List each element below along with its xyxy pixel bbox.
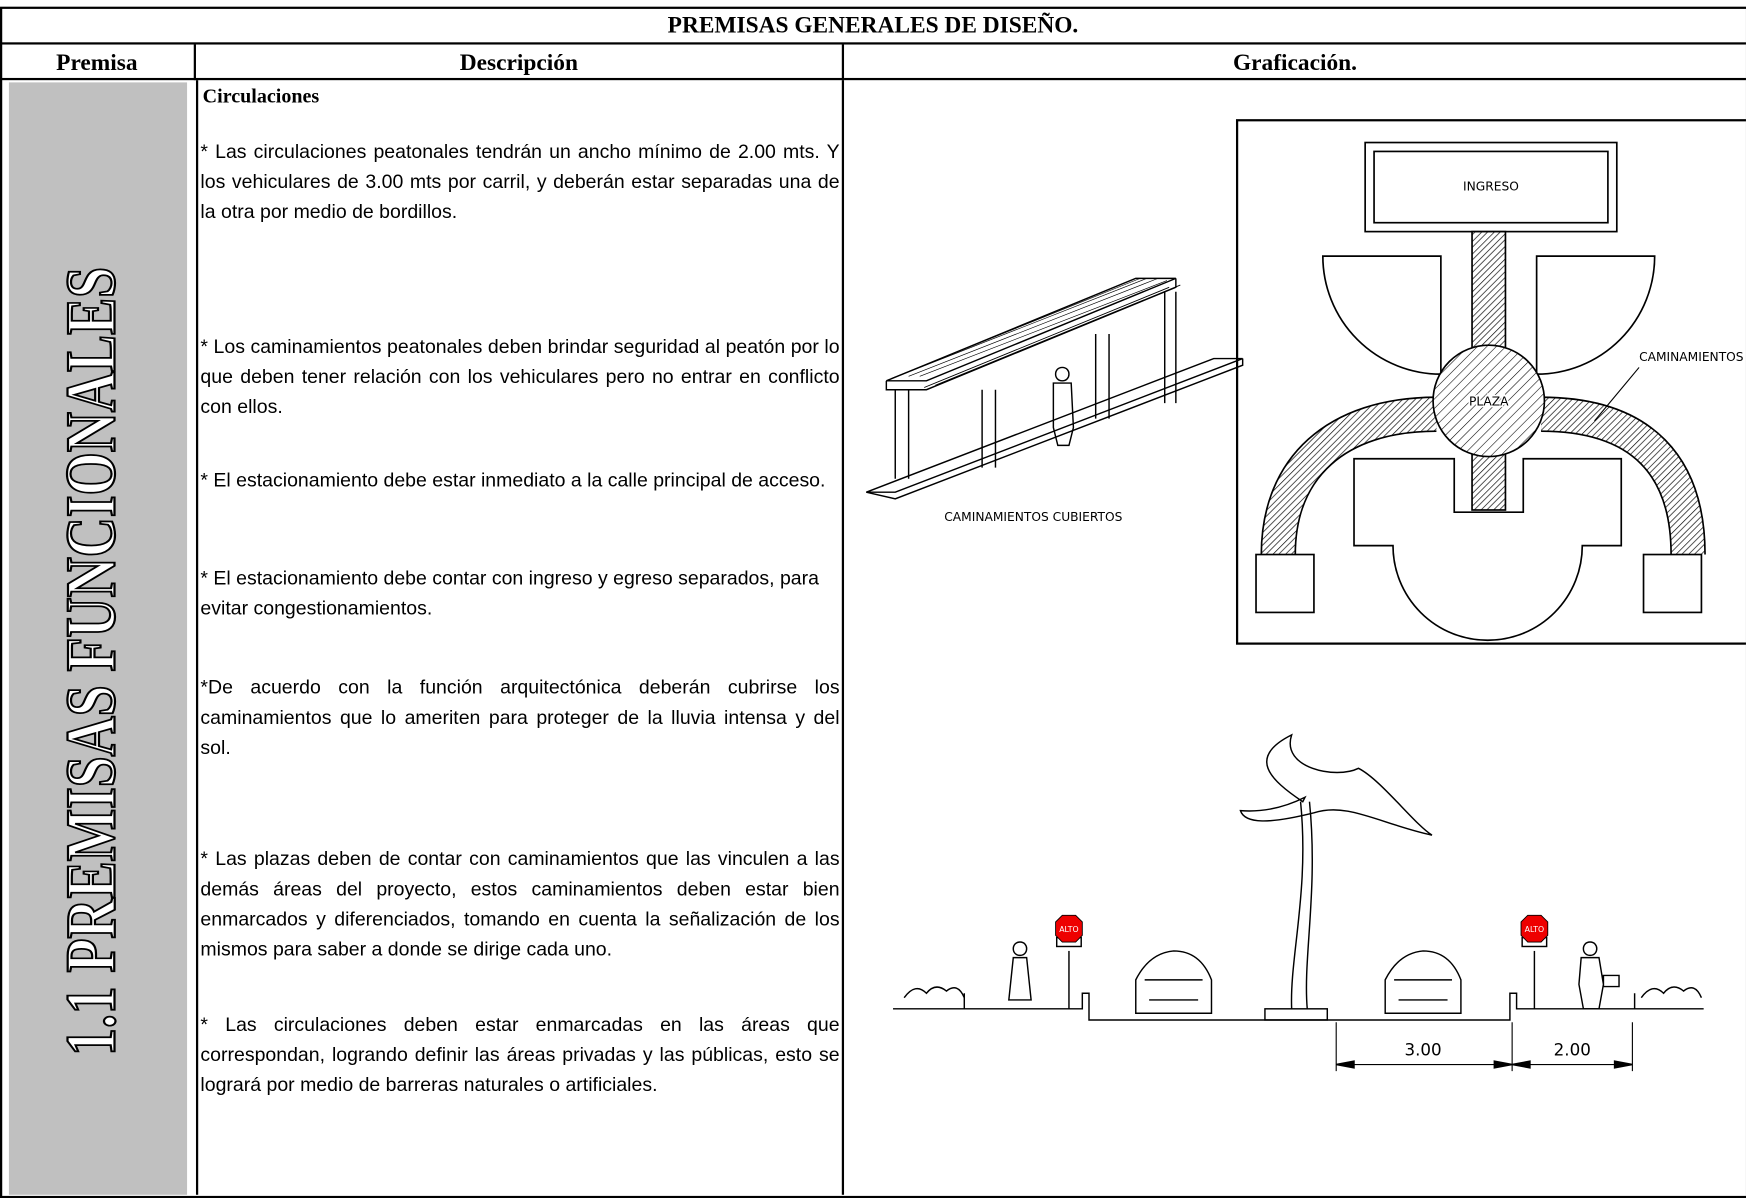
paragraph: * El estacionamiento debe contar con ing… [200,566,819,620]
description-heading: Circulaciones [202,84,320,107]
paragraph: * Las circulaciones peatonales tendrán u… [200,140,840,223]
plan-label: PLAZA [1469,394,1509,408]
column-header: Premisa [0,44,196,81]
paragraph: * Las plazas deben de contar con caminam… [200,847,840,960]
site-plan [1235,119,1746,645]
street-section [893,733,1704,1072]
paragraph: *De acuerdo con la función arquitectónic… [200,675,840,759]
column-divider [195,80,199,1195]
premisa-cell [8,82,188,1195]
premisa-label: 1.1 PREMISAS FUNCIONALES [51,267,130,1056]
table-title: PREMISAS GENERALES DE DISEÑO. [0,7,1746,45]
paragraph: * El estacionamiento debe estar inmediat… [200,468,826,492]
dimension-label: 3.00 [1404,1040,1441,1060]
premisa-label-svg: 1.1 PREMISAS FUNCIONALES [50,266,131,1057]
sign-label: ALTO [1059,925,1078,934]
paragraph: * Las circulaciones deben estar enmarcad… [200,1013,840,1096]
paragraph: * Los caminamientos peatonales deben bri… [200,335,840,418]
plan-label: INGRESO [1463,179,1519,193]
column-divider [841,80,845,1195]
column-header: Descripción [195,44,845,81]
plan-label: CAMINAMIENTOS [1639,350,1744,364]
column-header: Graficación. [844,45,1746,81]
dimension-label: 2.00 [1554,1040,1591,1060]
pergola-caption: CAMINAMIENTOS CUBIERTOS [944,510,1122,524]
sign-label: ALTO [1525,925,1544,934]
pergola [866,277,1244,500]
